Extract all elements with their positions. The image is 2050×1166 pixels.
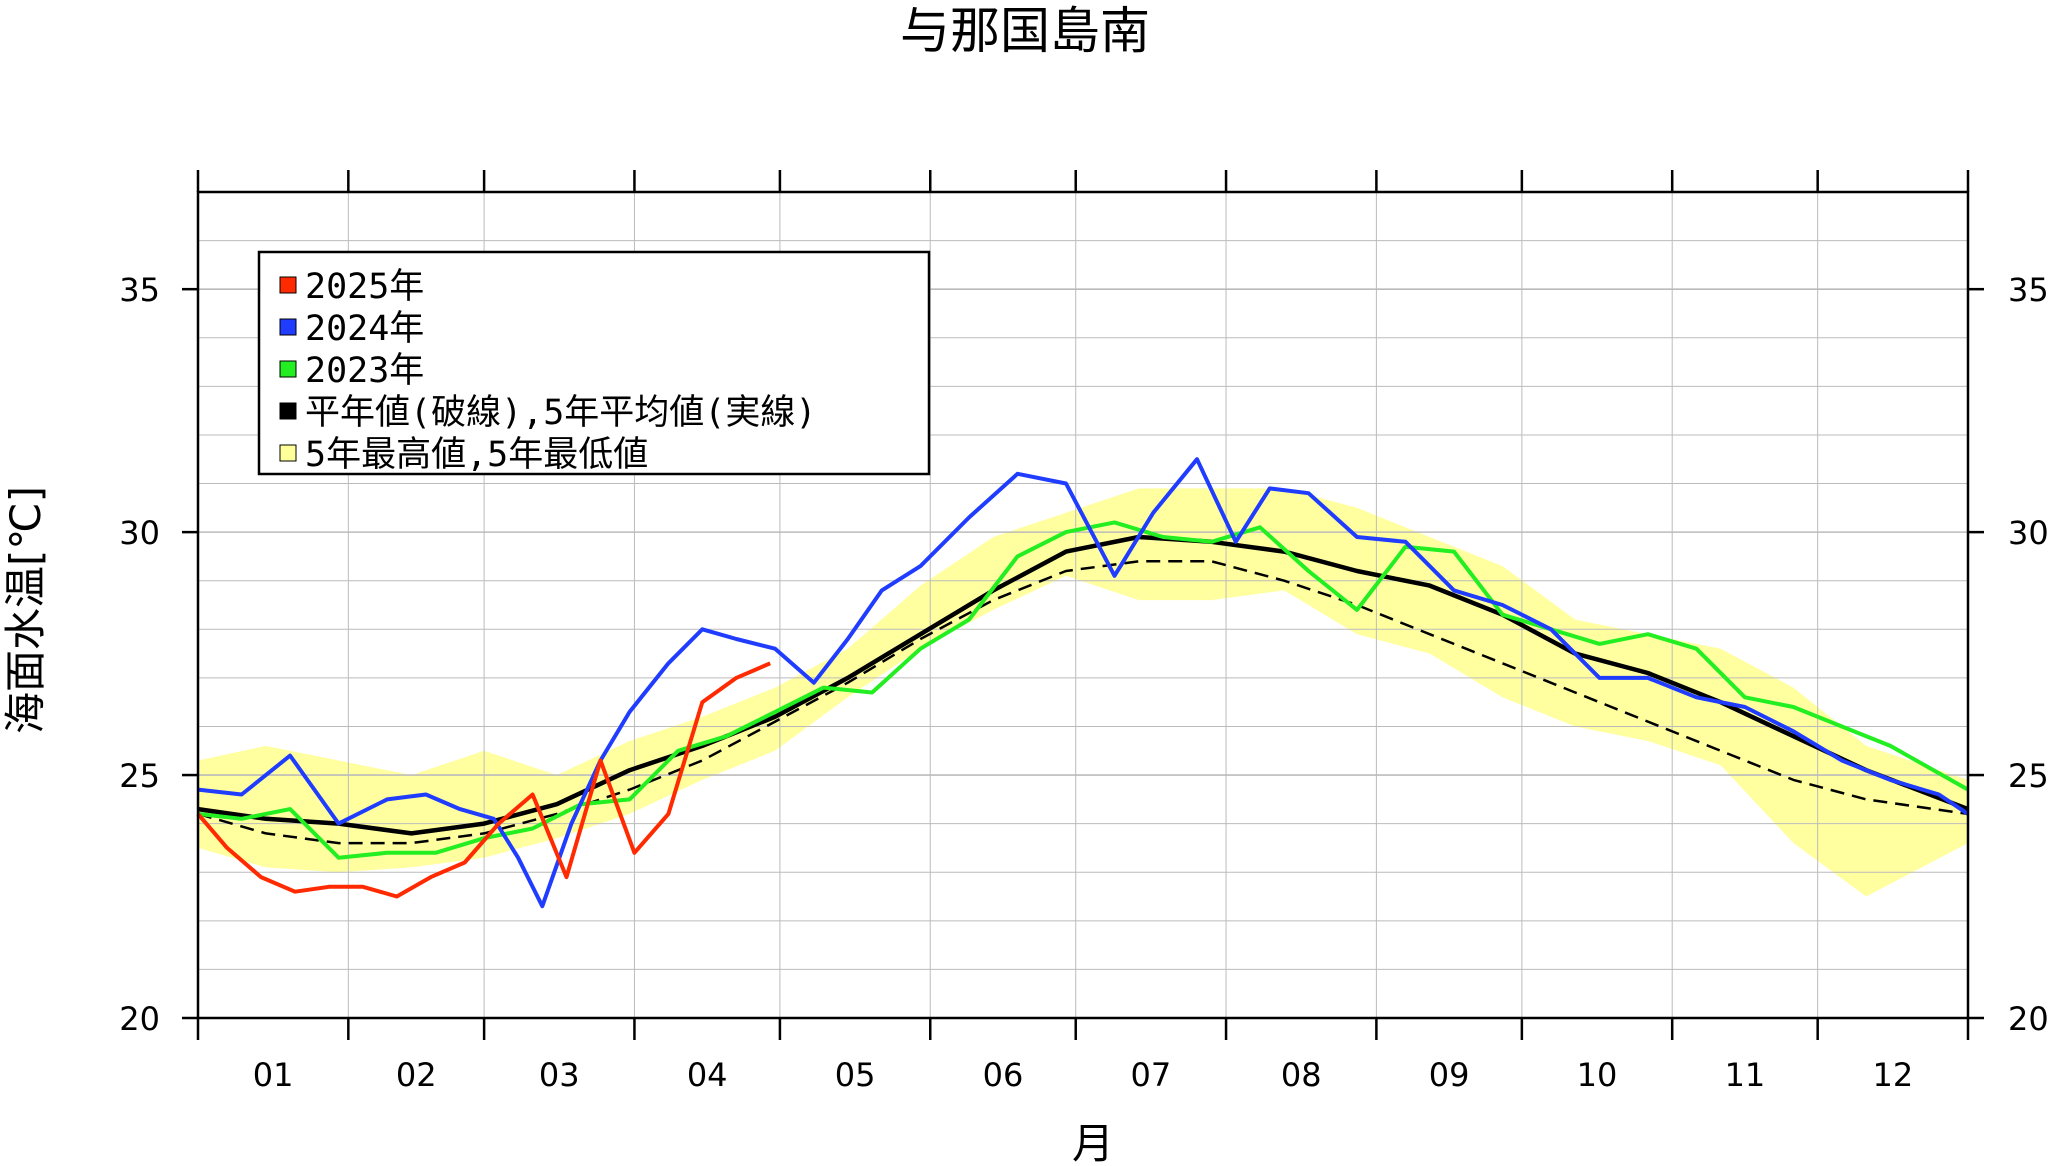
- plot-frame: [196, 190, 1970, 1020]
- y-tick-label-right: 30: [2008, 514, 2049, 552]
- x-tick-label: 01: [253, 1056, 294, 1094]
- x-tick-label: 08: [1281, 1056, 1322, 1094]
- legend: 2025年2024年2023年平年値(破線),5年平均値(実線)5年最高値,5年…: [257, 250, 931, 476]
- x-tick-label: 03: [539, 1056, 580, 1094]
- x-tick-label: 07: [1131, 1056, 1172, 1094]
- legend-label: 2025年: [305, 267, 424, 307]
- y-tick-label-right: 35: [2008, 271, 2049, 309]
- x-tick-label: 06: [983, 1056, 1024, 1094]
- series-line-2025年: [196, 661, 771, 899]
- series-layer: [196, 457, 1970, 909]
- legend-swatch: [279, 360, 297, 378]
- legend-swatch: [279, 318, 297, 336]
- chart-title: 与那国島南: [900, 2, 1150, 60]
- series-line-平年値(破線): [197, 560, 1969, 845]
- y-tick-label-right: 20: [2008, 1000, 2049, 1038]
- series-line-5年平均値(実線): [197, 534, 1969, 836]
- legend-swatch: [279, 402, 297, 420]
- legend-box: [257, 250, 931, 476]
- legend-label: 5年最高値,5年最低値: [305, 435, 648, 475]
- x-tick-label: 09: [1429, 1056, 1470, 1094]
- y-tick-label-right: 25: [2008, 757, 2049, 795]
- legend-label: 平年値(破線),5年平均値(実線): [305, 393, 816, 433]
- x-tick-label: 02: [396, 1056, 437, 1094]
- x-tick-label: 12: [1872, 1056, 1913, 1094]
- x-tick-label: 05: [835, 1056, 876, 1094]
- legend-swatch: [279, 444, 297, 462]
- x-tick-label: 10: [1577, 1056, 1618, 1094]
- y-tick-label-left: 20: [119, 1000, 160, 1038]
- legend-swatch: [279, 276, 297, 294]
- y-tick-label-left: 25: [119, 757, 160, 795]
- y-tick-label-left: 30: [119, 514, 160, 552]
- x-axis-label: 月: [1072, 1119, 1114, 1166]
- x-tick-label: 11: [1725, 1056, 1766, 1094]
- min-max-band: [198, 488, 1968, 897]
- y-tick-label-left: 35: [119, 271, 160, 309]
- axis-layer: 20 20 25 25 30 30 35 35 01 02 03 04 05 06 07 08 09 10 11 12: [119, 170, 2049, 1094]
- legend-label: 2023年: [305, 351, 424, 391]
- y-axis-label: 海面水温[℃]: [1, 486, 50, 734]
- x-tick-label: 04: [687, 1056, 728, 1094]
- legend-label: 2024年: [305, 309, 424, 349]
